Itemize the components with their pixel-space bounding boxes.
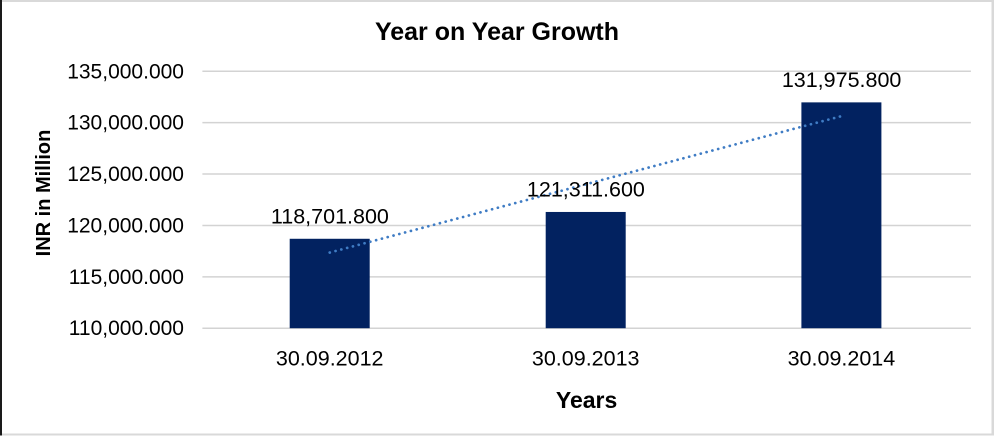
svg-text:130,000.000: 130,000.000 (67, 112, 184, 135)
svg-text:30.09.2013: 30.09.2013 (532, 347, 640, 371)
svg-text:Years: Years (556, 387, 617, 413)
svg-text:Year on Year Growth: Year on Year Growth (375, 18, 619, 46)
svg-text:131,975.800: 131,975.800 (782, 68, 902, 92)
svg-text:120,000.000: 120,000.000 (67, 214, 184, 237)
svg-text:30.09.2012: 30.09.2012 (276, 347, 384, 371)
svg-text:30.09.2014: 30.09.2014 (788, 347, 896, 371)
svg-text:115,000.000: 115,000.000 (69, 266, 184, 289)
svg-text:135,000.000: 135,000.000 (67, 60, 184, 83)
svg-text:118,701.800: 118,701.800 (271, 205, 389, 229)
svg-text:125,000.000: 125,000.000 (67, 163, 184, 186)
svg-text:121,311.600: 121,311.600 (527, 178, 645, 202)
svg-text:INR in Million: INR in Million (33, 130, 55, 257)
svg-text:110,000.000: 110,000.000 (69, 317, 184, 340)
